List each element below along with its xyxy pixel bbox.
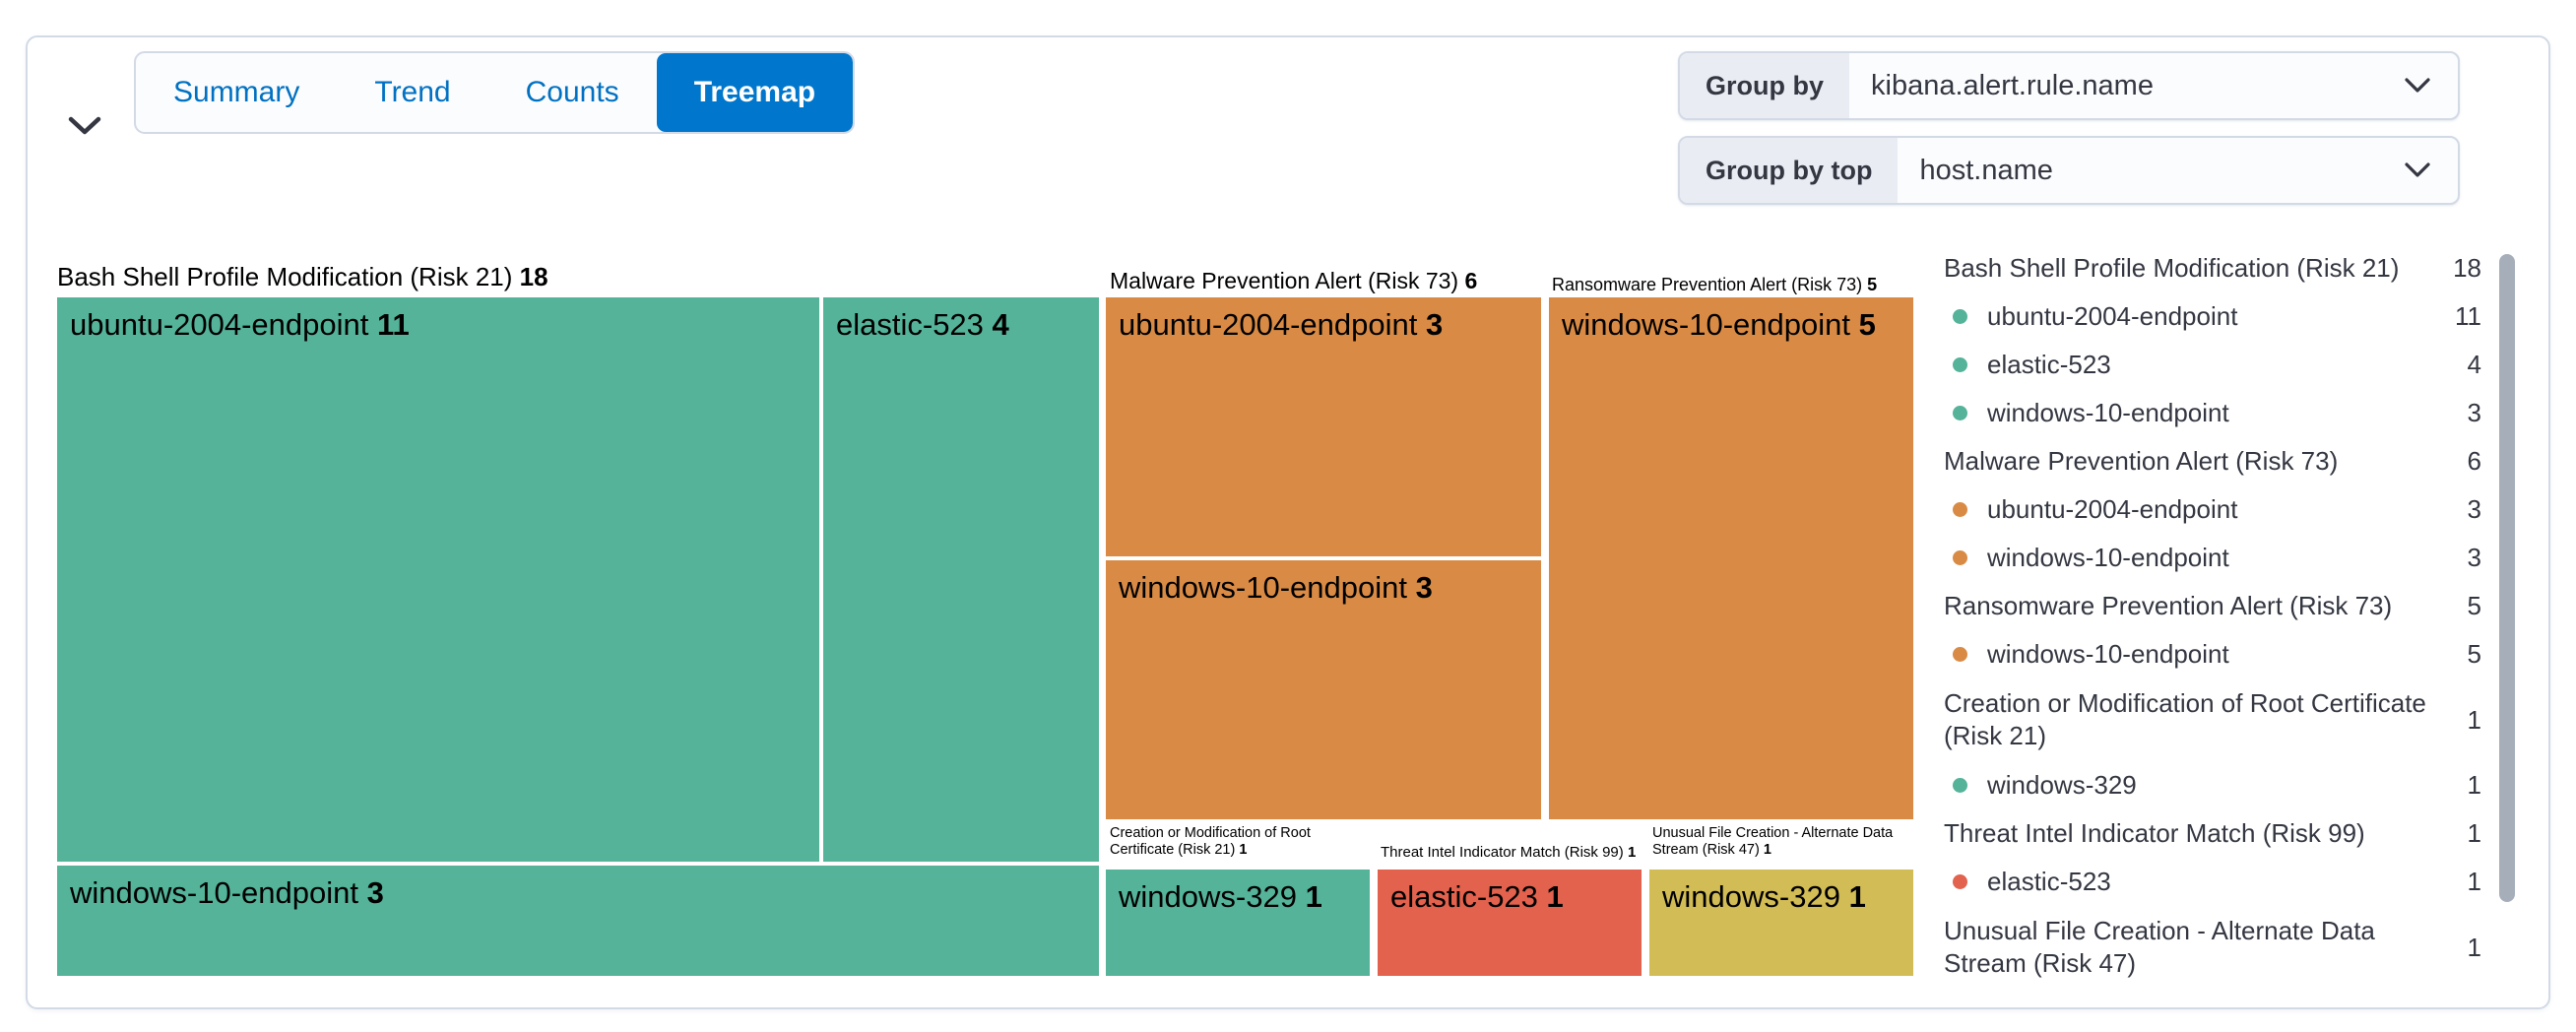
treemap-cell[interactable]: elastic-523 1 (1378, 870, 1642, 976)
treemap-group-title: Creation or Modification of Root Certifi… (1110, 825, 1311, 859)
legend-host-row[interactable]: ubuntu-2004-endpoint 11 (1944, 292, 2481, 341)
legend-rule-row[interactable]: Malware Prevention Alert (Risk 73) 6 (1944, 446, 2481, 476)
treemap-cell[interactable]: windows-10-endpoint 3 (57, 866, 1099, 976)
legend-dot-icon (1953, 874, 1967, 889)
treemap-cell[interactable]: ubuntu-2004-endpoint 3 (1106, 297, 1541, 556)
legend-dot-icon (1953, 778, 1967, 793)
legend-dot-icon (1953, 647, 1967, 662)
legend-host-row[interactable]: windows-10-endpoint 3 (1944, 534, 2481, 582)
legend-dot-icon (1953, 357, 1967, 372)
legend-dot-icon (1953, 406, 1967, 420)
treemap-cell[interactable]: windows-10-endpoint 3 (1106, 560, 1541, 819)
legend-rule-row[interactable]: Ransomware Prevention Alert (Risk 73) 5 (1944, 591, 2481, 620)
legend-host-row[interactable]: elastic-523 1 (1944, 858, 2481, 906)
legend-host-row[interactable]: elastic-523 4 (1944, 341, 2481, 389)
treemap-legend: Bash Shell Profile Modification (Risk 21… (1944, 244, 2481, 989)
treemap-group-title: Bash Shell Profile Modification (Risk 21… (57, 262, 548, 291)
group-by-select[interactable]: Group by kibana.alert.rule.name (1678, 51, 2460, 120)
legend-rule-row[interactable]: Bash Shell Profile Modification (Risk 21… (1944, 253, 2481, 283)
collapse-panel-button[interactable] (61, 102, 108, 150)
legend-dot-icon (1953, 550, 1967, 565)
treemap-group-title: Unusual File Creation - Alternate Data S… (1652, 825, 1894, 859)
group-by-top-value: host.name (1919, 154, 2053, 186)
tab-summary[interactable]: Summary (173, 76, 300, 108)
legend-host-row[interactable]: windows-10-endpoint 5 (1944, 630, 2481, 678)
tab-trend[interactable]: Trend (374, 76, 451, 108)
chevron-down-icon (2405, 53, 2458, 118)
legend-host-row[interactable]: ubuntu-2004-endpoint 3 (1944, 485, 2481, 534)
group-by-label: Group by (1680, 53, 1849, 118)
legend-dot-icon (1953, 309, 1967, 324)
legend-host-row[interactable]: windows-10-endpoint 3 (1944, 389, 2481, 437)
tab-counts[interactable]: Counts (525, 76, 619, 108)
treemap-group-title: Threat Intel Indicator Match (Risk 99) 1 (1381, 844, 1637, 861)
legend-dot-icon (1953, 502, 1967, 517)
treemap-group-title: Ransomware Prevention Alert (Risk 73) 5 (1552, 275, 1878, 294)
treemap-group-title: Malware Prevention Alert (Risk 73) 6 (1110, 268, 1478, 293)
group-by-top-label: Group by top (1680, 138, 1899, 203)
legend-host-row[interactable]: windows-329 1 (1944, 761, 2481, 809)
chevron-down-icon (2405, 138, 2458, 203)
group-by-value: kibana.alert.rule.name (1871, 69, 2154, 101)
legend-scrollbar-thumb[interactable] (2499, 254, 2515, 902)
treemap-cell[interactable]: windows-10-endpoint 5 (1549, 297, 1913, 819)
chevron-down-icon (68, 116, 101, 136)
group-by-top-select[interactable]: Group by top host.name (1678, 136, 2460, 205)
treemap-cell[interactable]: elastic-523 4 (823, 297, 1099, 862)
view-selector-button-group: Summary Trend Counts Treemap (134, 51, 856, 134)
treemap-cell[interactable]: windows-329 1 (1649, 870, 1913, 976)
tab-treemap[interactable]: Treemap (656, 53, 854, 132)
treemap-cell[interactable]: windows-329 1 (1106, 870, 1370, 976)
treemap-cell[interactable]: ubuntu-2004-endpoint 11 (57, 297, 819, 862)
legend-rule-row[interactable]: Creation or Modification of Root Certifi… (1944, 688, 2481, 750)
legend-rule-row[interactable]: Unusual File Creation - Alternate Data S… (1944, 916, 2481, 978)
legend-rule-row[interactable]: Threat Intel Indicator Match (Risk 99) 1 (1944, 818, 2481, 848)
